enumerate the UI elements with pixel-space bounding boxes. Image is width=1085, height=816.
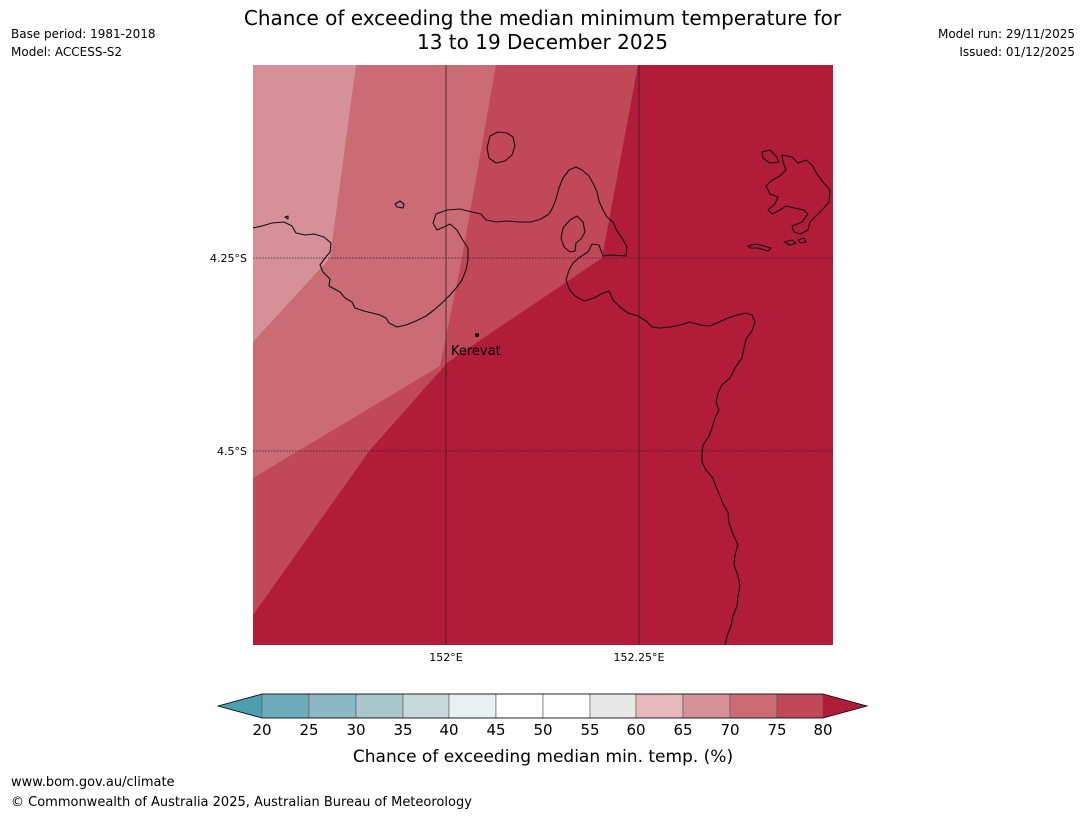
issued-date: Issued: 01/12/2025 xyxy=(959,45,1075,59)
legend-swatch-35-40 xyxy=(402,693,450,719)
title-line-1: Chance of exceeding the median minimum t… xyxy=(243,6,842,30)
title-line-2: 13 to 19 December 2025 xyxy=(416,30,668,54)
band-65-70 xyxy=(253,65,356,342)
legend-swatch-45-50 xyxy=(495,693,544,719)
legend-tick-40: 40 xyxy=(439,721,458,739)
legend-swatch-25-30 xyxy=(308,693,357,719)
legend-swatch-50-55 xyxy=(542,693,591,719)
legend-tick-60: 60 xyxy=(626,721,645,739)
legend-outline xyxy=(216,693,869,719)
legend-arrow-lt20 xyxy=(218,694,262,718)
coastline-small-islet xyxy=(394,200,405,209)
meta-left: Base period: 1981-2018 Model: ACCESS-S2 xyxy=(11,25,156,61)
coastline-west xyxy=(253,166,756,645)
legend-swatch-40-45 xyxy=(448,693,497,719)
legend-swatch-75-80 xyxy=(776,693,824,719)
legend-tick-55: 55 xyxy=(580,721,599,739)
place-marker-kerevat xyxy=(475,333,479,337)
lat-label-4-25s: 4.25°S xyxy=(210,252,247,265)
legend-tick-30: 30 xyxy=(346,721,365,739)
legend-tick-65: 65 xyxy=(673,721,692,739)
legend-tick-50: 50 xyxy=(533,721,552,739)
legend-swatch-55-60 xyxy=(589,693,637,719)
legend-tick-45: 45 xyxy=(486,721,505,739)
coastline-northeast xyxy=(747,149,831,252)
legend-tick-20: 20 xyxy=(252,721,271,739)
coastline-dot xyxy=(284,215,289,220)
footer-website[interactable]: www.bom.gov.au/climate xyxy=(11,775,175,790)
coastline-islet xyxy=(486,131,516,164)
legend-tick-35: 35 xyxy=(393,721,412,739)
legend-swatch-70-75 xyxy=(729,693,778,719)
map-area: Kerevat xyxy=(253,65,833,645)
legend-tick-75: 75 xyxy=(767,721,786,739)
coastline xyxy=(253,131,831,645)
lon-label-152e: 152°E xyxy=(429,651,462,664)
map-title: Chance of exceeding the median minimum t… xyxy=(200,6,885,54)
model-name: Model: ACCESS-S2 xyxy=(11,45,123,59)
meta-right: Model run: 29/11/2025 Issued: 01/12/2025 xyxy=(938,25,1075,61)
legend-swatch-30-35 xyxy=(355,693,404,719)
lon-label-152-25e: 152.25°E xyxy=(614,651,665,664)
model-run: Model run: 29/11/2025 xyxy=(937,27,1075,41)
legend-swatch-65-70 xyxy=(682,693,731,719)
lat-label-4-5s: 4.5°S xyxy=(217,445,247,458)
legend-ticks: 20 25 30 35 40 45 50 55 60 65 70 75 80 xyxy=(252,721,832,739)
legend-swatch-60-65 xyxy=(635,693,684,719)
legend-arrow-gt80 xyxy=(823,694,867,718)
base-period: Base period: 1981-2018 xyxy=(11,27,156,41)
legend-tick-25: 25 xyxy=(299,721,318,739)
legend-swatch-20-25 xyxy=(261,693,310,719)
graticule xyxy=(253,65,833,645)
coastline-inner-island xyxy=(560,215,586,253)
legend-tick-80: 80 xyxy=(813,721,832,739)
legend-tick-70: 70 xyxy=(720,721,739,739)
place-label-kerevat: Kerevat xyxy=(451,344,501,359)
legend-colorbar xyxy=(216,693,869,719)
footer-copyright: © Commonwealth of Australia 2025, Austra… xyxy=(11,795,472,810)
legend-title: Chance of exceeding median min. temp. (%… xyxy=(353,747,733,767)
